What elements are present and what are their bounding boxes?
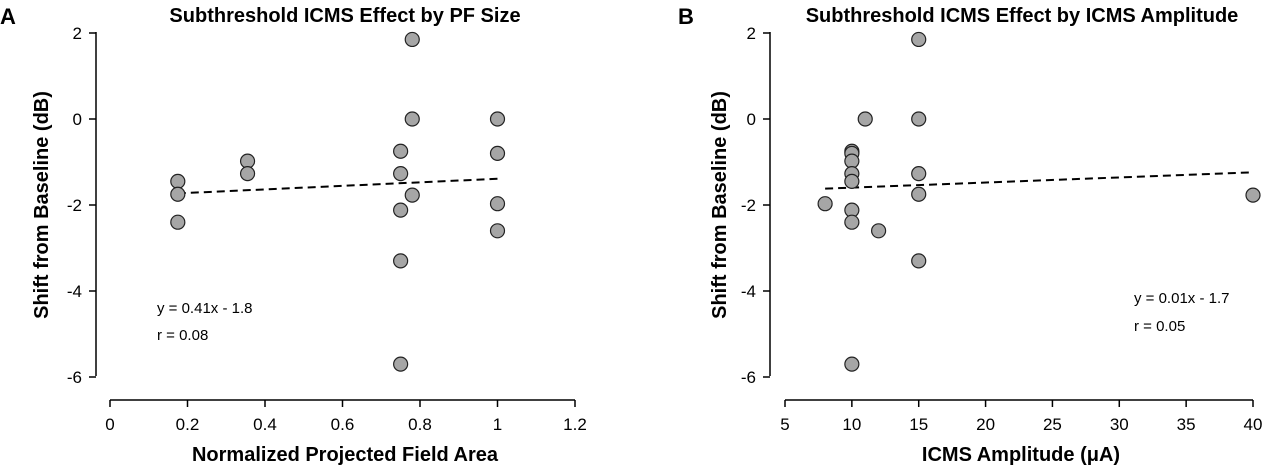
panel-letter: B: [678, 4, 694, 29]
y-tick-label: 0: [73, 110, 82, 129]
chart-title: Subthreshold ICMS Effect by ICMS Amplitu…: [806, 5, 1239, 27]
data-point: [870, 223, 887, 239]
data-point: [911, 186, 927, 202]
y-tick-label: 2: [747, 24, 756, 43]
data-point: [393, 166, 409, 182]
panel-b: B Subthreshold ICMS Effect by ICMS Ampli…: [678, 4, 1262, 466]
correlation-annotation: r = 0.08: [157, 327, 208, 344]
x-tick-label: 0.6: [331, 415, 355, 434]
panel-a: A Subthreshold ICMS Effect by PF Size Sh…: [0, 4, 587, 466]
data-point: [170, 173, 186, 189]
data-point: [489, 196, 506, 212]
equation-annotation: y = 0.41x - 1.8: [157, 300, 252, 317]
points-group: [170, 31, 506, 372]
data-point: [393, 253, 409, 269]
fit-group: [825, 171, 1254, 190]
x-tick-label: 0.4: [253, 415, 277, 434]
data-point: [170, 186, 186, 202]
data-point: [911, 166, 927, 182]
data-point: [911, 111, 927, 127]
x-tick-label: 25: [1043, 415, 1062, 434]
x-tick-label: 1.2: [563, 415, 587, 434]
data-point: [393, 202, 409, 218]
data-point: [489, 223, 506, 239]
data-point: [404, 111, 420, 127]
correlation-annotation: r = 0.05: [1134, 318, 1185, 335]
regression-line: [177, 177, 498, 195]
data-point: [844, 214, 860, 230]
x-tick-label: 5: [780, 415, 789, 434]
panel-letter: A: [0, 4, 16, 29]
y-tick-label: -4: [741, 282, 756, 301]
data-point: [911, 31, 927, 48]
y-tick-label: -2: [67, 196, 82, 215]
data-point: [817, 196, 833, 212]
data-point: [1245, 187, 1261, 203]
data-point: [489, 145, 506, 161]
data-point: [911, 253, 927, 269]
data-point: [857, 111, 873, 127]
x-tick-label: 1: [493, 415, 502, 434]
points-group: [817, 31, 1261, 372]
y-tick-label: -2: [741, 196, 756, 215]
regression-line: [825, 171, 1254, 190]
x-tick-label: 0.2: [176, 415, 200, 434]
data-point: [393, 356, 409, 372]
ticks: 2 0 -2 -4 -6 0 0.2 0.4 0.6 0.8 1 1.2: [67, 24, 587, 434]
x-tick-label: 35: [1177, 415, 1196, 434]
equation-annotation: y = 0.01x - 1.7: [1134, 290, 1229, 307]
ticks: 20-2-4-65 10 15 20 25 30 35 40: [741, 24, 1263, 434]
y-tick-label: 2: [73, 24, 82, 43]
data-point: [844, 356, 860, 372]
x-tick-label: 10: [842, 415, 861, 434]
data-point: [170, 214, 186, 230]
y-axis-label: Shift from Baseline (dB): [31, 91, 53, 319]
x-tick-label: 40: [1244, 415, 1263, 434]
chart-title: Subthreshold ICMS Effect by PF Size: [169, 5, 520, 27]
y-tick-label: -4: [67, 282, 82, 301]
data-point: [393, 143, 409, 159]
x-tick-label: 30: [1110, 415, 1129, 434]
data-point: [239, 166, 256, 182]
x-tick-label: 0.8: [408, 415, 432, 434]
fit-group: [177, 177, 498, 195]
y-axis-label: Shift from Baseline (dB): [709, 91, 731, 319]
x-axis-label: ICMS Amplitude (μA): [922, 444, 1120, 466]
data-point: [404, 187, 420, 203]
data-point: [404, 31, 420, 48]
x-tick-label: 20: [976, 415, 995, 434]
x-tick-label: 15: [909, 415, 928, 434]
data-point: [489, 111, 506, 127]
y-tick-label: 0: [747, 110, 756, 129]
x-axis-label: Normalized Projected Field Area: [192, 444, 499, 466]
data-point: [844, 173, 860, 189]
x-tick-label: 0: [105, 415, 114, 434]
y-tick-label: -6: [741, 368, 756, 387]
y-tick-label: -6: [67, 368, 82, 387]
